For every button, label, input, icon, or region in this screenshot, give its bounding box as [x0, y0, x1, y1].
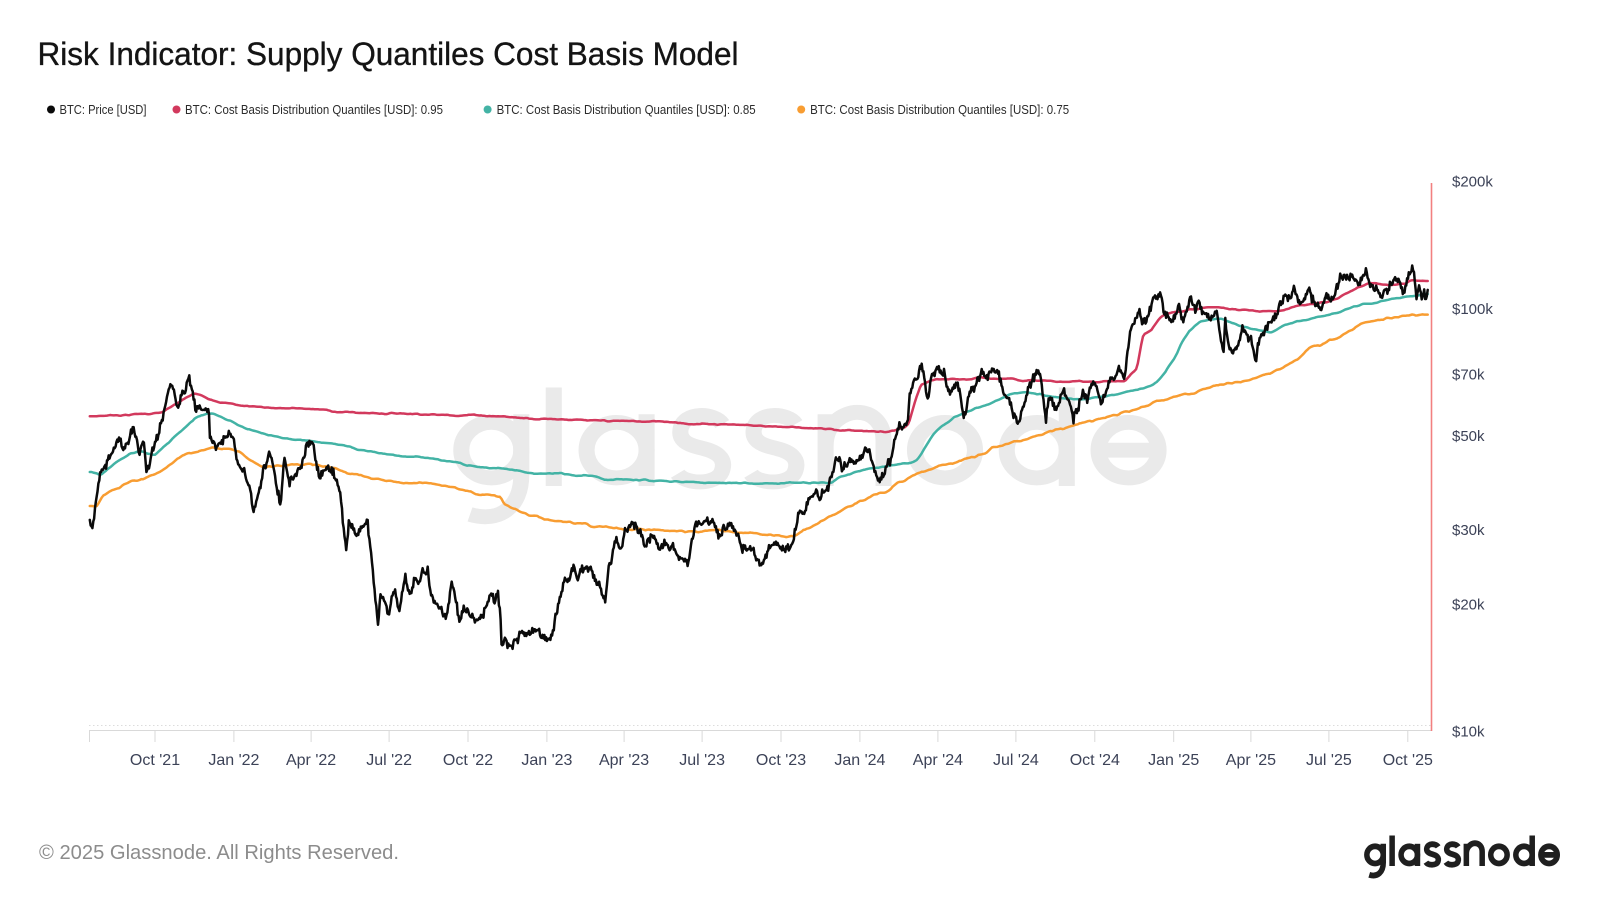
svg-text:$200k: $200k [1452, 174, 1493, 191]
svg-text:$10k: $10k [1452, 724, 1485, 741]
svg-text:BTC: Price [USD]: BTC: Price [USD] [60, 103, 147, 117]
svg-text:Jul '22: Jul '22 [366, 752, 412, 769]
svg-text:Apr '25: Apr '25 [1226, 752, 1276, 769]
svg-text:Apr '23: Apr '23 [599, 752, 649, 769]
svg-text:BTC: Cost Basis Distribution Q: BTC: Cost Basis Distribution Quantiles [… [185, 103, 443, 117]
svg-text:$30k: $30k [1452, 522, 1485, 539]
svg-text:Oct '25: Oct '25 [1383, 752, 1433, 769]
svg-text:Jul '23: Jul '23 [679, 752, 725, 769]
svg-text:Oct '23: Oct '23 [756, 752, 806, 769]
svg-text:Oct '21: Oct '21 [130, 752, 180, 769]
svg-text:$50k: $50k [1452, 428, 1485, 445]
svg-text:Jan '23: Jan '23 [521, 752, 572, 769]
svg-text:$100k: $100k [1452, 301, 1493, 318]
svg-text:Jan '24: Jan '24 [834, 752, 885, 769]
svg-text:Apr '22: Apr '22 [286, 752, 336, 769]
svg-text:Jul '24: Jul '24 [993, 752, 1039, 769]
svg-text:Oct '24: Oct '24 [1070, 752, 1120, 769]
svg-text:BTC: Cost Basis Distribution Q: BTC: Cost Basis Distribution Quantiles [… [497, 103, 756, 117]
svg-text:Oct '22: Oct '22 [443, 752, 493, 769]
svg-text:© 2025 Glassnode. All Rights R: © 2025 Glassnode. All Rights Reserved. [39, 842, 399, 864]
svg-text:BTC: Cost Basis Distribution Q: BTC: Cost Basis Distribution Quantiles [… [810, 103, 1069, 117]
svg-text:$70k: $70k [1452, 367, 1485, 384]
svg-text:Risk Indicator: Supply Quantil: Risk Indicator: Supply Quantiles Cost Ba… [38, 36, 739, 72]
svg-text:$20k: $20k [1452, 596, 1485, 613]
svg-text:Jul '25: Jul '25 [1306, 752, 1352, 769]
svg-text:Apr '24: Apr '24 [913, 752, 963, 769]
svg-text:Jan '25: Jan '25 [1148, 752, 1199, 769]
svg-text:Jan '22: Jan '22 [208, 752, 259, 769]
